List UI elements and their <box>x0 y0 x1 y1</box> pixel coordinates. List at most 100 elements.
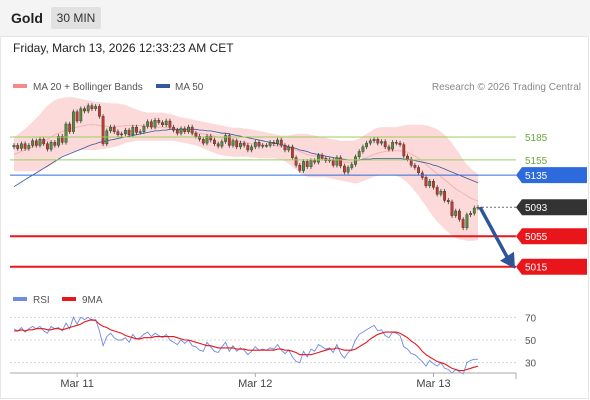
rsi-line <box>13 316 478 375</box>
candle-body <box>309 160 313 167</box>
candle <box>439 188 443 197</box>
candle-body <box>231 140 235 146</box>
candle <box>49 140 53 152</box>
candle-body <box>428 180 432 186</box>
candle <box>413 162 417 170</box>
candle <box>394 140 398 146</box>
candle <box>79 106 83 124</box>
candle-body <box>34 140 38 146</box>
candle <box>64 121 68 145</box>
candle <box>220 139 224 149</box>
candle-body <box>116 131 120 135</box>
candle <box>376 136 380 146</box>
price-plot <box>12 97 480 241</box>
ma9-legend-swatch <box>62 297 76 301</box>
candle <box>46 141 49 152</box>
candle-body <box>46 143 49 150</box>
candle-body <box>212 139 216 144</box>
instrument-name: Gold <box>11 10 43 26</box>
timeframe-selector[interactable]: 30 MIN <box>51 7 101 29</box>
level-support: 5015 <box>10 258 587 275</box>
candle <box>86 103 90 114</box>
candle-body <box>383 141 387 148</box>
candle-body <box>461 219 465 228</box>
candle <box>313 158 317 165</box>
candle <box>458 208 461 222</box>
candle <box>335 155 339 168</box>
candle-body <box>60 135 64 143</box>
candle <box>175 127 179 136</box>
candle <box>428 178 432 189</box>
candle <box>357 149 361 160</box>
candle <box>435 185 439 197</box>
candle-body <box>409 158 413 166</box>
projection-arrow-head <box>500 251 515 269</box>
candle <box>409 156 413 168</box>
candle <box>224 133 227 144</box>
candle-body <box>469 213 472 216</box>
candle-body <box>227 135 231 146</box>
support-label: 5015 <box>525 263 548 274</box>
candle-body <box>142 126 146 132</box>
candle-body <box>175 129 179 134</box>
candle <box>97 104 101 119</box>
candle <box>246 143 250 153</box>
candle <box>53 140 57 148</box>
candle <box>164 118 168 128</box>
candle-body <box>153 119 157 128</box>
rsi-tick-label: 50 <box>525 336 537 347</box>
candle <box>60 133 64 145</box>
projection-arrow-shaft <box>478 206 510 260</box>
candle <box>317 153 320 165</box>
candle <box>298 162 302 173</box>
candle <box>339 155 342 169</box>
candle <box>168 118 172 130</box>
candle-body <box>112 126 116 132</box>
candle-body <box>432 180 435 188</box>
price-levels: 5185 5155 5135 5093 5055 5015 <box>10 133 587 275</box>
time-tick-label: Mar 12 <box>238 378 272 390</box>
candle-body <box>372 139 376 142</box>
candle-body <box>439 190 443 195</box>
candle <box>161 120 164 128</box>
candle <box>16 143 20 151</box>
candle-body <box>157 119 161 123</box>
ma50-legend-label: MA 50 <box>175 82 204 93</box>
candle-body <box>424 177 428 186</box>
candle-body <box>357 151 361 158</box>
candle-body <box>79 108 83 122</box>
candle-body <box>361 146 365 152</box>
candle-body <box>190 126 194 134</box>
candle <box>350 162 354 170</box>
candle-body <box>294 157 298 166</box>
candle <box>432 178 435 190</box>
candle <box>172 124 175 133</box>
candle <box>131 124 135 137</box>
candle <box>38 136 42 148</box>
candle <box>261 143 265 149</box>
candle-body <box>94 106 98 109</box>
candle <box>27 143 31 151</box>
candle-body <box>16 145 20 149</box>
candle <box>283 143 287 153</box>
candle-body <box>242 142 246 146</box>
candle <box>201 136 205 146</box>
candle-body <box>458 210 461 220</box>
support-label: 5055 <box>525 232 548 243</box>
candle-body <box>394 142 398 144</box>
candle <box>417 165 420 176</box>
candle <box>179 126 183 136</box>
candle <box>123 127 127 137</box>
candle <box>253 140 257 150</box>
candle <box>57 133 60 148</box>
candle <box>257 140 261 149</box>
level-resistance: 5185 <box>10 133 548 144</box>
candle-body <box>57 135 60 146</box>
candle-body <box>253 142 257 148</box>
candle <box>291 144 294 160</box>
candle <box>112 124 116 134</box>
candle-body <box>398 142 402 145</box>
candle-body <box>172 126 175 131</box>
candle-body <box>164 120 168 125</box>
candle-body <box>287 146 291 151</box>
